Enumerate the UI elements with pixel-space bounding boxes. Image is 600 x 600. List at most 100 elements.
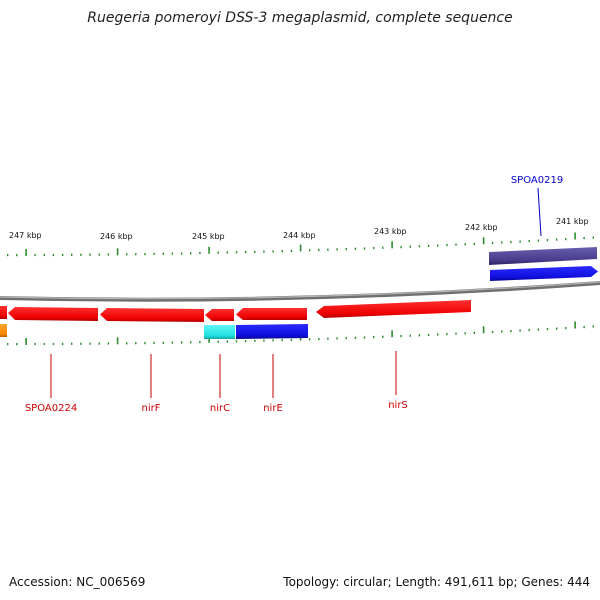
inner-minor-tick xyxy=(80,342,82,345)
outer-minor-tick xyxy=(318,248,320,252)
inner-minor-tick xyxy=(491,330,494,334)
inner-minor-tick xyxy=(107,342,110,345)
gene-label-nirs[interactable]: nirS xyxy=(388,400,408,411)
inner-minor-tick xyxy=(61,342,64,345)
inner-minor-tick xyxy=(43,342,45,346)
outer-minor-tick xyxy=(43,253,45,257)
gene-cyan[interactable] xyxy=(204,325,235,339)
scale-labels: 247 kbp 246 kbp 245 kbp 244 kbp 243 kbp … xyxy=(9,217,589,241)
inner-minor-tick xyxy=(153,341,155,344)
inner-minor-tick xyxy=(537,328,540,331)
outer-minor-tick xyxy=(556,238,558,241)
outer-minor-tick xyxy=(528,240,530,243)
gene-nire[interactable] xyxy=(236,308,307,320)
outer-minor-tick xyxy=(272,250,274,253)
outer-minor-tick xyxy=(418,245,421,248)
inner-major-tick xyxy=(482,326,485,334)
inner-minor-tick xyxy=(162,341,164,344)
inner-minor-tick xyxy=(98,342,100,345)
inner-minor-tick xyxy=(217,340,219,343)
outer-minor-tick xyxy=(473,242,475,245)
inner-minor-tick xyxy=(427,333,430,336)
outer-minor-tick xyxy=(510,241,512,244)
outer-major-tick xyxy=(482,237,485,245)
inner-tick-row xyxy=(7,321,594,346)
outer-minor-tick xyxy=(491,241,494,245)
gene-label-spoa0219[interactable]: SPOA0219 xyxy=(511,175,563,186)
outer-minor-tick xyxy=(583,237,585,240)
inner-minor-tick xyxy=(281,339,283,342)
outer-minor-tick xyxy=(409,245,411,248)
scale-label-244kbp: 244 kbp xyxy=(283,231,316,240)
outer-minor-tick xyxy=(34,253,36,257)
inner-minor-tick xyxy=(171,341,174,344)
outer-minor-tick xyxy=(565,238,567,241)
inner-minor-tick xyxy=(546,328,549,331)
inner-minor-tick xyxy=(7,343,9,346)
inner-minor-tick xyxy=(126,342,128,345)
outer-minor-tick xyxy=(437,244,439,247)
outer-minor-tick xyxy=(501,241,503,244)
gene-forward-blue[interactable] xyxy=(490,266,598,281)
outer-minor-tick xyxy=(382,246,384,249)
gene-spoa0219[interactable] xyxy=(489,247,597,265)
gene-label-nirc[interactable]: nirC xyxy=(210,403,230,414)
inner-minor-tick xyxy=(34,342,36,346)
scale-label-242kbp: 242 kbp xyxy=(465,223,498,232)
inner-minor-tick xyxy=(71,342,73,345)
outer-minor-tick xyxy=(199,252,201,255)
gene-label-nirf[interactable]: nirF xyxy=(142,403,161,414)
inner-major-tick xyxy=(391,330,393,338)
gene-nirs[interactable] xyxy=(316,300,471,318)
scale-label-247kbp: 247 kbp xyxy=(9,231,42,240)
inner-minor-tick xyxy=(382,335,384,338)
outer-minor-tick xyxy=(135,253,137,256)
inner-minor-tick xyxy=(318,337,320,341)
inner-minor-tick xyxy=(290,338,293,341)
outer-minor-tick xyxy=(162,252,164,255)
gene-left-edge[interactable] xyxy=(0,306,7,319)
inner-minor-tick xyxy=(418,334,421,337)
outer-minor-tick xyxy=(153,252,155,255)
scale-label-246kbp: 246 kbp xyxy=(100,232,133,241)
scale-label-243kbp: 243 kbp xyxy=(374,227,407,236)
inner-major-tick xyxy=(208,335,210,343)
outer-minor-tick xyxy=(308,249,311,252)
inner-minor-tick xyxy=(336,337,338,340)
outer-minor-tick xyxy=(427,244,430,247)
inner-minor-tick xyxy=(16,343,18,346)
outer-minor-tick xyxy=(235,251,238,254)
outer-minor-tick xyxy=(336,248,338,251)
inner-major-tick xyxy=(116,337,119,345)
gene-spoa0224[interactable] xyxy=(8,307,98,321)
map-title: Ruegeria pomeroyi DSS-3 megaplasmid, com… xyxy=(87,10,513,26)
inner-minor-tick xyxy=(400,335,402,338)
outer-minor-tick xyxy=(226,251,228,254)
outer-minor-tick xyxy=(71,253,73,256)
gene-nirc[interactable] xyxy=(205,309,234,321)
outer-minor-tick xyxy=(190,252,192,255)
inner-minor-tick xyxy=(308,338,311,341)
outer-minor-tick xyxy=(354,247,357,250)
outer-major-tick xyxy=(25,249,27,256)
gene-nirf[interactable] xyxy=(100,308,204,322)
outer-minor-tick xyxy=(345,248,347,251)
inner-minor-tick xyxy=(464,332,466,335)
gene-orange[interactable] xyxy=(0,324,7,337)
outer-minor-tick xyxy=(373,247,375,250)
inner-minor-tick xyxy=(565,327,567,330)
outer-minor-tick xyxy=(519,240,521,243)
gene-label-nire[interactable]: nirE xyxy=(263,403,283,414)
gene-blue-lower[interactable] xyxy=(236,324,308,339)
outer-minor-tick xyxy=(7,254,9,257)
inner-minor-tick xyxy=(556,327,558,330)
inner-minor-tick xyxy=(501,330,503,333)
scale-label-245kbp: 245 kbp xyxy=(192,232,225,241)
outer-minor-tick xyxy=(126,253,128,256)
outer-minor-tick xyxy=(16,254,18,257)
gene-label-spoa0224[interactable]: SPOA0224 xyxy=(25,403,77,414)
inner-minor-tick xyxy=(52,342,55,346)
inner-minor-tick xyxy=(135,342,137,345)
outer-major-tick xyxy=(208,246,210,254)
